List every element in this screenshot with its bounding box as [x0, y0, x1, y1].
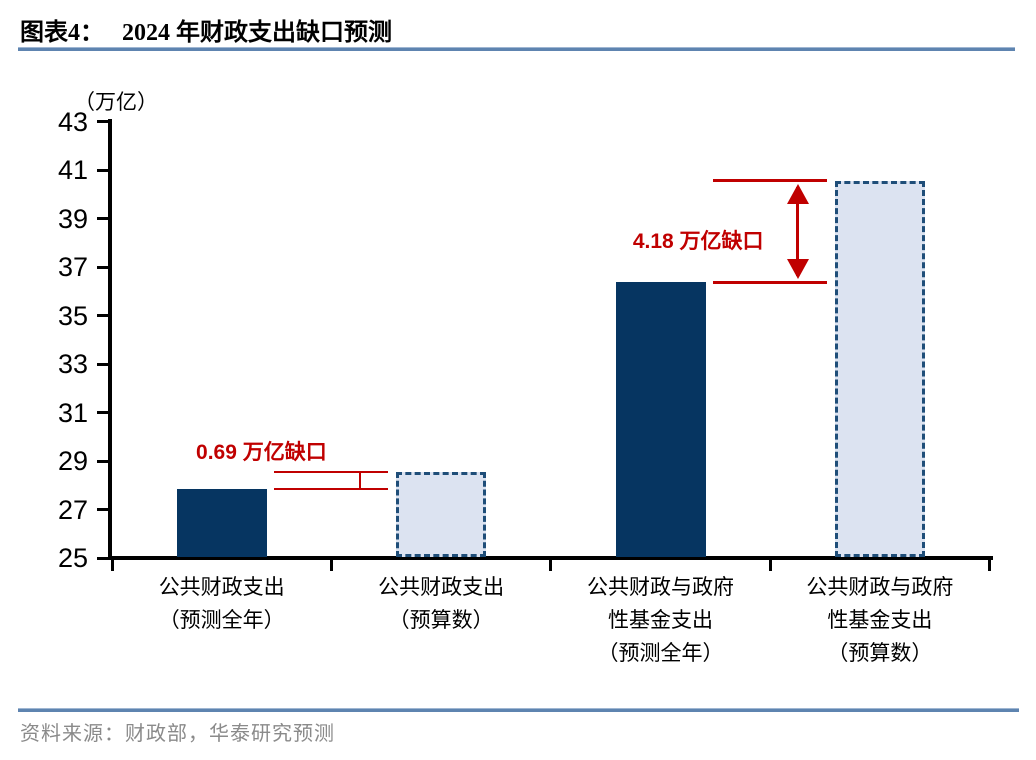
y-axis-unit-label: （万亿） — [74, 90, 158, 114]
gap-bracket-tick — [359, 472, 362, 489]
gap-bottom-line — [273, 487, 389, 491]
source-note: 资料来源：财政部，华泰研究预测 — [20, 723, 335, 745]
title-divider-rule — [18, 47, 1015, 51]
x-axis-label-line: 性基金支出 — [608, 608, 713, 632]
y-axis-tick — [97, 556, 110, 560]
bar-forecast-dashed — [834, 180, 925, 557]
y-axis-tick-label: 35 — [57, 300, 88, 331]
x-axis-tick — [988, 556, 992, 571]
gap-annotation-label: 0.69 万亿缺口 — [196, 441, 327, 465]
y-axis-tick — [97, 508, 110, 512]
gap-arrow-shaft — [796, 186, 800, 277]
x-axis-label-line: 性基金支出 — [827, 608, 933, 632]
gap-top-line — [712, 179, 827, 183]
y-axis-tick — [97, 459, 110, 463]
x-axis-label-line: （预算数） — [827, 641, 933, 665]
y-axis-tick-label: 37 — [57, 252, 88, 283]
gap-top-line — [273, 470, 389, 474]
x-axis-tick — [549, 556, 553, 571]
source-divider-rule — [18, 708, 1019, 712]
x-axis-label-line: （预算数） — [388, 608, 494, 632]
figure-title-text: 2024 年财政支出缺口预测 — [122, 20, 392, 46]
x-axis-tick — [768, 556, 772, 571]
y-axis-tick — [97, 217, 110, 221]
x-axis-label-line: 公共财政与政府 — [587, 575, 734, 599]
figure-title: 图表4： 2024 年财政支出缺口预测 — [20, 12, 392, 47]
y-axis-tick — [97, 168, 110, 172]
x-axis-category-label: 公共财政支出 （预测全年） — [112, 571, 332, 637]
bar-solid — [176, 488, 267, 557]
y-axis-tick-label: 41 — [57, 155, 88, 186]
y-axis-tick-label: 29 — [57, 446, 88, 477]
y-axis-tick — [97, 265, 110, 269]
y-axis-tick-label: 25 — [57, 543, 88, 574]
y-axis-tick — [97, 411, 110, 415]
x-axis-tick — [329, 556, 333, 571]
y-axis-tick-label: 39 — [57, 203, 88, 234]
y-axis-tick-label: 33 — [57, 349, 88, 380]
x-axis-category-label: 公共财政与政府 性基金支出 （预算数） — [770, 571, 990, 670]
bar-solid — [615, 282, 706, 557]
gap-arrow-head-up-icon — [786, 183, 809, 204]
y-axis-tick-label: 31 — [57, 397, 88, 428]
gap-bottom-line — [712, 280, 827, 284]
gap-arrow-head-down-icon — [786, 259, 809, 280]
x-axis-label-line: 公共财政支出 — [378, 575, 505, 599]
x-axis-category-label: 公共财政与政府 性基金支出 （预测全年） — [551, 571, 771, 670]
y-axis-line — [108, 119, 112, 560]
x-axis-label-line: （预测全年） — [158, 608, 285, 632]
x-axis-label-line: 公共财政与政府 — [806, 575, 954, 599]
x-axis-label-line: 公共财政支出 — [158, 575, 285, 599]
gap-annotation-label: 4.18 万亿缺口 — [632, 230, 764, 254]
x-axis-tick — [110, 556, 114, 571]
y-axis-tick-label: 27 — [57, 494, 88, 525]
y-axis-tick-label: 43 — [57, 106, 88, 137]
y-axis-tick — [97, 120, 110, 123]
x-axis-category-label: 公共财政支出 （预算数） — [331, 571, 551, 637]
figure-number: 图表4： — [20, 20, 104, 46]
x-axis-label-line: （预测全年） — [597, 641, 724, 665]
y-axis-tick — [97, 362, 110, 366]
bar-forecast-dashed — [396, 472, 487, 557]
y-axis-tick — [97, 314, 110, 318]
